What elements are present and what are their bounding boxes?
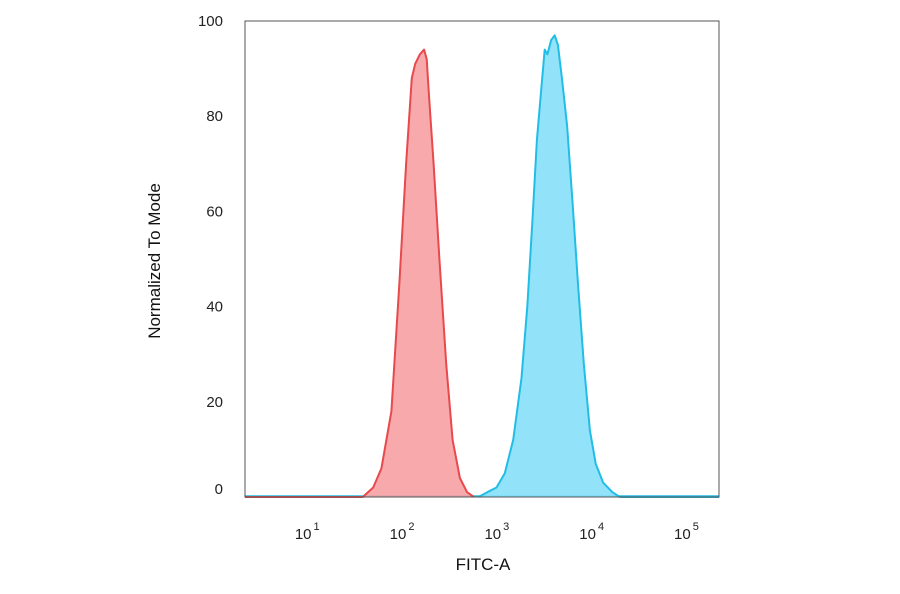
y-axis-title: Normalized To Mode [145,183,164,339]
x-axis-ticks: 10 1 10 2 10 3 10 4 10 5 [295,521,699,543]
plot-area [245,34,719,498]
x-tick-label: 10 2 [390,521,415,543]
y-tick-label: 100 [198,13,223,30]
histogram-area-1 [245,49,474,497]
y-tick-label: 0 [215,481,223,498]
x-tick-label: 10 1 [295,521,320,543]
y-axis-ticks: 0 20 40 60 80 100 [198,13,223,498]
x-tick-label: 10 5 [674,521,699,543]
x-tick-label: 10 3 [484,521,509,543]
y-tick-label: 80 [206,108,223,125]
y-tick-label: 40 [206,299,223,316]
histogram-outline-1 [245,48,475,498]
plot-frame [244,20,720,498]
y-tick-label: 20 [206,394,223,411]
x-axis-title: FITC-A [456,555,511,574]
histogram-area-2 [478,35,719,498]
y-tick-label: 60 [206,203,223,220]
histogram-outline-2 [477,34,719,498]
x-tick-label: 10 4 [579,521,604,543]
